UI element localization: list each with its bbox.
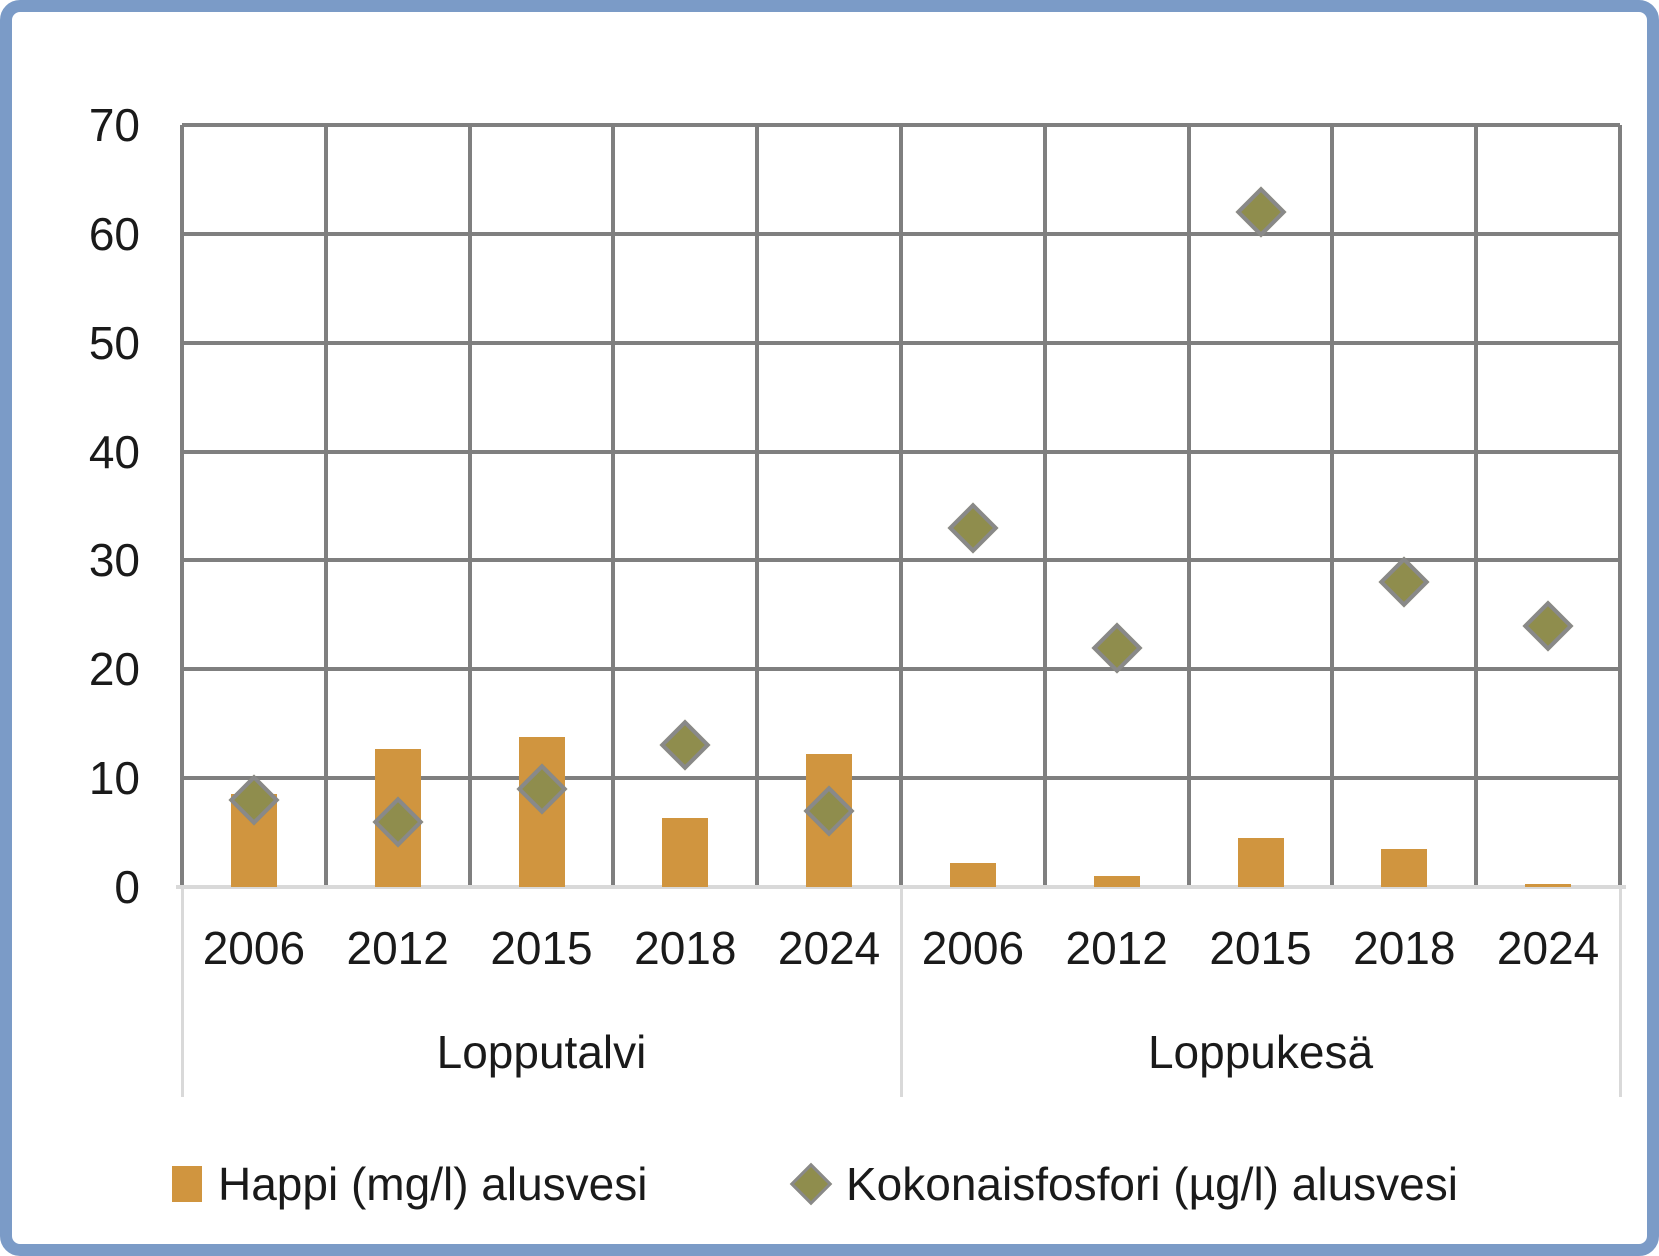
gridline-vertical	[899, 125, 903, 887]
x-year-label: 2012	[1065, 922, 1168, 974]
diamond-point	[659, 720, 711, 771]
label-band-separator	[1618, 887, 1622, 1097]
legend-label-happi: Happi (mg/l) alusvesi	[218, 1158, 648, 1210]
chart-plot-area: 0 10 20 30 40 50 60 70 2006 2012 2015 2018 2024 2006 2…	[12, 12, 1647, 1244]
legend-item-fosfori: Kokonaisfosfori (µg/l) alusvesi	[789, 1154, 1458, 1214]
x-year-label: 2018	[1353, 922, 1456, 974]
x-year-label: 2006	[921, 922, 1025, 974]
gridline-vertical	[1186, 125, 1191, 887]
x-year-label: 2018	[634, 922, 737, 974]
x-year-label: 2015	[490, 922, 593, 974]
bar	[949, 863, 996, 887]
y-tick-label: 0	[114, 861, 140, 913]
x-group-label: Loppukesä	[1147, 1026, 1374, 1078]
y-tick-label: 70	[88, 99, 140, 151]
gridline-vertical	[1042, 125, 1047, 887]
bar	[1237, 838, 1284, 887]
bar	[1093, 876, 1140, 887]
bar	[662, 818, 709, 887]
y-tick-label: 60	[88, 207, 140, 260]
gridline-vertical	[323, 125, 328, 887]
gridline-vertical	[1330, 125, 1335, 887]
gridline-vertical	[611, 125, 616, 887]
x-year-label: 2024	[777, 922, 881, 974]
diamond-series-marker-icon	[789, 1162, 833, 1206]
y-tick-label: 50	[88, 316, 140, 369]
gridline-vertical	[467, 125, 472, 887]
legend-label-fosfori: Kokonaisfosfori (µg/l) alusvesi	[846, 1158, 1458, 1210]
diamond-point	[1378, 556, 1430, 608]
bar-series-marker-icon	[172, 1166, 202, 1202]
diamond-point	[1091, 622, 1143, 673]
diamond-point	[947, 502, 999, 554]
y-tick-label: 20	[88, 643, 140, 696]
x-year-label: 2024	[1496, 922, 1600, 974]
gridline-vertical	[755, 125, 760, 887]
gridline-vertical	[180, 125, 184, 887]
label-band-separator	[180, 887, 184, 1097]
x-year-label: 2015	[1209, 922, 1312, 974]
y-tick-label: 40	[88, 425, 140, 478]
gridline-vertical	[1474, 125, 1479, 887]
bar	[1525, 883, 1572, 887]
y-tick-label: 10	[88, 752, 140, 805]
gridline-vertical	[1618, 125, 1622, 887]
bar	[1381, 848, 1428, 887]
diamond-point	[1522, 600, 1574, 652]
label-band-separator	[899, 887, 903, 1097]
y-tick-label: 30	[88, 534, 140, 587]
x-year-label: 2006	[202, 922, 306, 974]
x-year-label: 2012	[346, 922, 449, 974]
legend-item-happi: Happi (mg/l) alusvesi	[172, 1154, 647, 1214]
diamond-point	[1235, 186, 1286, 238]
x-group-label: Lopputalvi	[436, 1026, 647, 1078]
